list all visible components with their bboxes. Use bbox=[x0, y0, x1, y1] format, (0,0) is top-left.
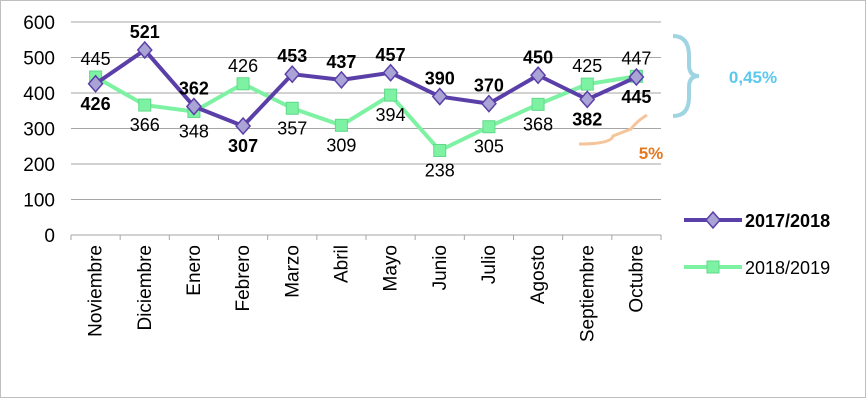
data-point-diamond bbox=[480, 94, 497, 113]
data-point-square bbox=[236, 77, 250, 91]
y-tick-label: 200 bbox=[23, 155, 55, 176]
legend: 2017/2018 2018/2019 bbox=[684, 210, 830, 278]
y-tick-label: 300 bbox=[23, 120, 55, 141]
data-point-diamond bbox=[185, 97, 202, 116]
x-tick-label: Noviembre bbox=[86, 245, 107, 337]
data-point-diamond bbox=[87, 74, 104, 93]
blue-curly-bracket bbox=[672, 34, 700, 118]
data-label: 453 bbox=[277, 46, 307, 66]
data-label: 425 bbox=[572, 56, 602, 76]
data-label: 307 bbox=[228, 136, 258, 156]
data-point-diamond bbox=[284, 65, 301, 84]
data-point-square bbox=[285, 101, 299, 115]
data-point-square bbox=[482, 120, 496, 134]
x-tick-label: Mayo bbox=[381, 245, 402, 291]
data-point-square bbox=[531, 97, 545, 111]
gridlines bbox=[70, 21, 662, 240]
series-line-2017-2018 bbox=[94, 48, 638, 129]
series-line-2018-2019 bbox=[94, 74, 637, 153]
data-point-diamond bbox=[628, 67, 645, 87]
data-label: 368 bbox=[523, 114, 553, 134]
data-label: 445 bbox=[621, 87, 651, 107]
data-label: 357 bbox=[277, 118, 307, 138]
data-label: 394 bbox=[376, 105, 406, 125]
x-tick-label: Junio bbox=[430, 245, 451, 290]
x-tick-label: Septiembre bbox=[577, 245, 598, 342]
legend-label: 2018/2019 bbox=[745, 258, 830, 278]
series-lines bbox=[87, 40, 645, 158]
data-point-square bbox=[138, 98, 152, 112]
y-tick-label: 0 bbox=[44, 226, 55, 247]
data-label: 370 bbox=[474, 76, 504, 96]
data-point-diamond bbox=[382, 63, 399, 82]
data-point-diamond bbox=[235, 116, 252, 136]
x-tick-label: Enero bbox=[184, 245, 205, 296]
x-tick-label: Marzo bbox=[282, 245, 303, 298]
data-point-diamond bbox=[333, 70, 350, 90]
data-label: 457 bbox=[376, 45, 406, 65]
data-point-square bbox=[334, 118, 348, 132]
legend-marker-square bbox=[706, 260, 720, 274]
data-point-square bbox=[433, 144, 447, 158]
data-label: 362 bbox=[179, 78, 209, 98]
data-label: 309 bbox=[326, 135, 356, 155]
data-label: 445 bbox=[81, 49, 111, 69]
data-label: 437 bbox=[326, 52, 356, 72]
x-tick-label: Abril bbox=[331, 245, 352, 283]
y-tick-label: 600 bbox=[23, 13, 55, 34]
x-tick-label: Agosto bbox=[528, 245, 549, 304]
data-label: 390 bbox=[425, 69, 455, 89]
data-point-diamond bbox=[579, 90, 596, 109]
y-tick-label: 400 bbox=[23, 84, 55, 105]
data-label: 426 bbox=[228, 56, 258, 76]
y-axis-ticks: 0 100 200 300 400 500 600 bbox=[23, 13, 55, 247]
data-point-diamond bbox=[136, 40, 153, 60]
y-tick-label: 500 bbox=[23, 49, 55, 70]
data-point-diamond bbox=[431, 87, 448, 106]
y-tick-label: 100 bbox=[23, 191, 55, 212]
x-tick-label: Octubre bbox=[626, 245, 647, 313]
data-label: 238 bbox=[425, 161, 455, 181]
annotation-5-label: 5% bbox=[639, 144, 664, 163]
data-label: 366 bbox=[130, 115, 160, 135]
legend-marker-diamond bbox=[705, 210, 721, 230]
data-label: 305 bbox=[474, 137, 504, 157]
data-label: 348 bbox=[179, 121, 209, 141]
x-tick-label: Julio bbox=[479, 245, 500, 284]
data-label: 382 bbox=[572, 109, 602, 129]
data-label: 521 bbox=[130, 22, 160, 42]
x-tick-label: Febrero bbox=[233, 245, 254, 312]
data-label: 447 bbox=[621, 48, 651, 68]
annotation-045-label: 0,45% bbox=[729, 68, 777, 87]
x-axis-ticks: Noviembre Diciembre Enero Febrero Marzo Abril… bbox=[86, 245, 648, 342]
annotations: 0,45% 5% bbox=[578, 34, 777, 163]
legend-label: 2017/2018 bbox=[745, 211, 830, 231]
data-point-square bbox=[580, 77, 594, 91]
data-point-diamond bbox=[530, 66, 547, 85]
orange-curly-bracket bbox=[578, 113, 648, 146]
data-point-square bbox=[384, 88, 398, 102]
data-label: 426 bbox=[81, 94, 111, 114]
data-labels: 426 521 362 307 453 437 457 390 370 450 382 445 445 3… bbox=[81, 22, 652, 180]
x-tick-label: Diciembre bbox=[135, 245, 156, 331]
data-label: 450 bbox=[523, 47, 553, 67]
